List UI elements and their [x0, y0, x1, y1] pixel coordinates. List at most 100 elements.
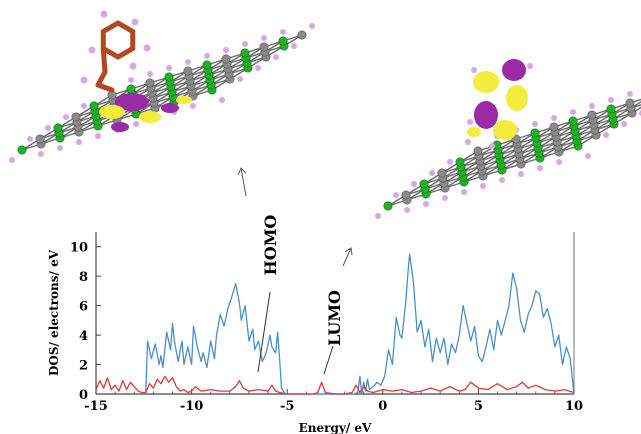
hydrogen-atom [291, 43, 297, 49]
green-atom [455, 157, 465, 167]
carbon-atom [511, 134, 521, 144]
hydrogen-atom [527, 63, 533, 69]
hydrogen-atom [219, 97, 225, 103]
hydrogen-atom [88, 46, 96, 54]
hydrogen-atom [499, 177, 505, 183]
arrow-head [344, 247, 353, 255]
x-tick-label: -15 [84, 399, 108, 414]
hydrogen-atom [128, 77, 134, 83]
homo-orbital-lobe-purple [111, 122, 129, 132]
hydrogen-atom [556, 159, 562, 165]
hydrogen-atom [532, 121, 538, 127]
homo-orbital-lobe-yellow [139, 111, 161, 123]
hydrogen-atom [280, 29, 286, 35]
hydrogen-atom [471, 67, 477, 73]
hydrogen-atom [63, 114, 69, 120]
green-atom [164, 72, 174, 82]
green-atom [383, 201, 393, 211]
lumo-orbital-lobe-yellow [493, 120, 517, 140]
hydrogen-atom [480, 183, 486, 189]
hydrogen-atom [423, 201, 429, 207]
green-atom [53, 123, 63, 133]
left-molecule-graphene-illustration [9, 10, 315, 163]
hydrogen-atom [242, 41, 248, 47]
arrow-head [237, 167, 247, 175]
hydrogen-atom [204, 53, 210, 59]
hydrogen-atom [38, 151, 44, 157]
carbon-atom [437, 168, 447, 178]
hydrogen-atom [131, 18, 139, 26]
hydrogen-atom [76, 139, 82, 145]
lumo-orbital-lobe-purple [502, 59, 526, 81]
hydrogen-atom [133, 121, 139, 127]
y-tick-label: 4 [79, 329, 88, 344]
green-atom [202, 60, 212, 70]
x-tick-label: 5 [474, 399, 483, 414]
carbon-atom [625, 98, 635, 108]
homo-orbital-lobe-yellow [176, 96, 192, 104]
carbon-atom [221, 54, 231, 64]
carbon-atom [297, 30, 307, 40]
y-tick-label: 6 [79, 300, 88, 315]
carbon-atom [35, 134, 45, 144]
green-atom [568, 116, 578, 126]
x-tick-label: 10 [565, 399, 583, 414]
hydrogen-atom [237, 76, 243, 82]
green-atom [606, 104, 616, 114]
green-atom [17, 145, 27, 155]
hydrogen-atom [518, 171, 524, 177]
hydrogen-atom [570, 109, 576, 115]
benzyl-bond [115, 20, 136, 34]
hydrogen-atom [185, 59, 191, 65]
hydrogen-atom [273, 54, 279, 60]
hydrogen-atom [45, 125, 51, 131]
lumo-label: LUMO [325, 290, 344, 346]
hydrogen-atom [309, 23, 315, 29]
lumo-orbital-lobe-yellow [473, 71, 499, 93]
hydrogen-atom [190, 103, 196, 109]
y-axis-title: DOS/ electrons/ eV [47, 249, 61, 376]
hydrogen-atom [461, 189, 467, 195]
benzyl-bond [115, 46, 136, 60]
x-tick-label: -10 [180, 399, 204, 414]
lumo-pointer-line [323, 345, 334, 375]
right-molecule-graphene-illustration [375, 59, 641, 219]
hydrogen-atom [81, 103, 87, 109]
carbon-atom [145, 78, 155, 88]
homo-orbital-lobe-yellow [99, 105, 125, 119]
hydrogen-atom [166, 65, 172, 71]
hydrogen-atom [489, 143, 495, 149]
green-atom [278, 36, 288, 46]
y-tick-label: 10 [70, 241, 88, 256]
carbon-atom [71, 112, 81, 122]
dos-plot: 0 2 4 6 8 10 -15 -10 -5 0 5 10 Energy/ eV DOS/ electr… [47, 167, 583, 434]
homo-orbital-lobe-purple [161, 103, 179, 113]
lumo-orbital-lobe-yellow [506, 85, 528, 111]
y-tick-label: 2 [79, 359, 88, 374]
green-atom [530, 128, 540, 138]
hydrogen-atom [255, 65, 261, 71]
carbon-atom [549, 122, 559, 132]
hydrogen-atom [100, 10, 108, 18]
hydrogen-atom [143, 44, 151, 52]
benzyl-bond [100, 20, 121, 34]
hydrogen-atom [95, 133, 101, 139]
hydrogen-atom [27, 136, 33, 142]
linker-bond [100, 46, 108, 75]
lumo-arrow [342, 247, 353, 267]
x-tick-label: -5 [280, 399, 294, 414]
hydrogen-atom [465, 139, 471, 145]
hydrogen-atom [585, 153, 591, 159]
linker-bond [95, 82, 115, 93]
x-tick-label: 0 [378, 399, 387, 414]
hydrogen-atom [147, 71, 153, 77]
carbon-atom [587, 110, 597, 120]
hydrogen-atom [411, 181, 417, 187]
hydrogen-atom [537, 165, 543, 171]
hydrogen-atom [467, 119, 473, 125]
green-atom [240, 48, 250, 58]
carbon-atom [183, 66, 193, 76]
green-atom [419, 179, 429, 189]
hydrogen-atom [603, 132, 609, 138]
